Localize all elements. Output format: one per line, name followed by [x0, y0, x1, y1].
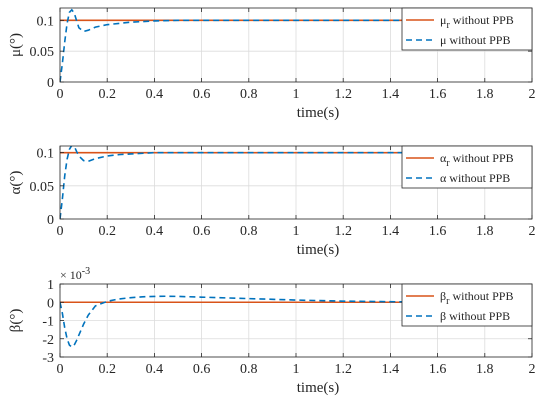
x-tick-label: 1.4	[382, 224, 400, 239]
y-tick-label: -2	[42, 333, 54, 348]
legend-entry: μ without PPB	[440, 33, 510, 47]
x-tick-label: 1.6	[429, 362, 447, 377]
legend-entry: αr without PPB	[440, 151, 514, 169]
y-tick-label: 0.1	[37, 147, 55, 162]
series-line-2	[60, 295, 532, 348]
x-tick-label: 0.6	[193, 87, 211, 102]
legend: αr without PPB α without PPB	[401, 145, 533, 189]
x-tick-label: 1.8	[476, 362, 494, 377]
x-tick-label: 0.4	[146, 87, 164, 102]
x-tick-label: 0.6	[193, 224, 211, 239]
x-tick-label: 1.2	[334, 224, 352, 239]
x-tick-label: 1	[293, 87, 300, 102]
x-tick-label: 0.4	[146, 362, 164, 377]
y-tick-label: -3	[42, 351, 54, 366]
series-line-2	[60, 146, 532, 219]
x-tick-label: 1.6	[429, 87, 447, 102]
y-tick-label: 0.05	[30, 45, 55, 60]
chart-panel-3: 0 0.2 0.4 0.6 0.8 1 1.2 1.4 1.6 1.8 2 -3 -2 -1 0 1 time(…	[8, 266, 536, 396]
legend-box	[401, 7, 533, 51]
x-axis-label: time(s)	[297, 380, 340, 396]
legend-entry: β without PPB	[440, 309, 510, 323]
legend: μr without PPB μ without PPB	[401, 7, 533, 51]
x-tick-label: 0.6	[193, 362, 211, 377]
x-tick-label: 0	[57, 224, 64, 239]
legend-entry: α without PPB	[440, 171, 510, 185]
y-tick-label: 0	[47, 76, 54, 91]
y-tick-label: -1	[42, 315, 54, 330]
series-line-2	[60, 8, 532, 82]
x-tick-label: 1.2	[334, 362, 352, 377]
x-tick-label: 1	[293, 362, 300, 377]
x-axis-label: time(s)	[297, 105, 340, 121]
x-tick-label: 0	[57, 87, 64, 102]
legend: βr without PPB β without PPB	[401, 283, 533, 327]
y-axis-label: μ(°)	[8, 33, 24, 57]
x-tick-label: 1	[293, 224, 300, 239]
y-axis-label: β(°)	[8, 309, 24, 333]
chart-panel-2: 0 0.2 0.4 0.6 0.8 1 1.2 1.4 1.6 1.8 2 0 0.05 0.1 time(…	[8, 145, 536, 258]
y-tick-label: 0	[47, 213, 54, 228]
x-tick-label: 1.8	[476, 87, 494, 102]
y-tick-label: 0.1	[37, 14, 55, 29]
x-tick-label: 0.2	[98, 87, 116, 102]
x-tick-label: 0	[57, 362, 64, 377]
x-tick-label: 0.4	[146, 224, 164, 239]
x-tick-label: 0.2	[98, 362, 116, 377]
x-tick-label: 2	[529, 87, 536, 102]
x-tick-label: 1.6	[429, 224, 447, 239]
x-tick-label: 0.8	[240, 224, 258, 239]
x-tick-label: 2	[529, 362, 536, 377]
chart-panel-1: 0 0.2 0.4 0.6 0.8 1 1.2 1.4 1.6 1.8 2 0 0.05 0.1 time(…	[8, 7, 536, 121]
x-tick-label: 1.8	[476, 224, 494, 239]
x-tick-label: 1.4	[382, 362, 400, 377]
legend-box	[401, 283, 533, 327]
x-tick-label: 0.2	[98, 224, 116, 239]
y-tick-label: 0.05	[30, 180, 55, 195]
legend-box	[401, 145, 533, 189]
x-tick-label: 1.2	[334, 87, 352, 102]
x-tick-label: 1.4	[382, 87, 400, 102]
legend-entry: μr without PPB	[440, 13, 514, 31]
y-tick-label: 0	[47, 296, 54, 311]
x-axis-label: time(s)	[297, 242, 340, 258]
y-axis-exponent: × 10-3	[60, 266, 90, 282]
y-tick-label: 1	[47, 278, 54, 293]
x-tick-label: 2	[529, 224, 536, 239]
y-axis-label: α(°)	[8, 171, 24, 195]
x-tick-label: 0.8	[240, 362, 258, 377]
x-tick-label: 0.8	[240, 87, 258, 102]
legend-entry: βr without PPB	[440, 289, 513, 307]
